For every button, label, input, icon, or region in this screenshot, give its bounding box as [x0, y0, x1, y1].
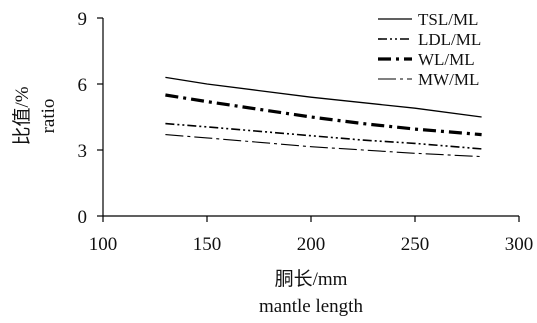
series-line-wl-ml	[165, 93, 482, 137]
y-tick-label: 6	[78, 75, 88, 96]
series-line-mw-ml	[165, 134, 482, 158]
ticks: 100 150 200 250 300 0 3 6 9	[78, 9, 534, 255]
x-tick-label: 300	[505, 234, 534, 255]
y-tick-label: 9	[78, 9, 88, 30]
legend-label-mw-ml: MW/ML	[418, 70, 479, 89]
series-line-ldl-ml	[165, 122, 482, 150]
y-axis-label-cn: 比值/%	[11, 86, 33, 145]
x-axis-label-en: mantle length	[259, 296, 363, 317]
x-axis-label-cn: 胴长/mm	[275, 268, 348, 290]
legend-label-tsl-ml: TSL/ML	[418, 10, 478, 29]
series-lines	[165, 76, 482, 158]
y-axis-label-en: ratio	[38, 99, 59, 134]
y-tick-label: 0	[78, 207, 88, 228]
x-tick-label: 150	[193, 234, 222, 255]
x-tick-label: 100	[89, 234, 118, 255]
legend-label-wl-ml: WL/ML	[418, 50, 475, 69]
x-tick-label: 200	[297, 234, 326, 255]
series-line-tsl-ml	[165, 76, 482, 118]
legend-label-ldl-ml: LDL/ML	[418, 30, 481, 49]
y-tick-label: 3	[78, 141, 88, 162]
x-tick-label: 250	[401, 234, 430, 255]
